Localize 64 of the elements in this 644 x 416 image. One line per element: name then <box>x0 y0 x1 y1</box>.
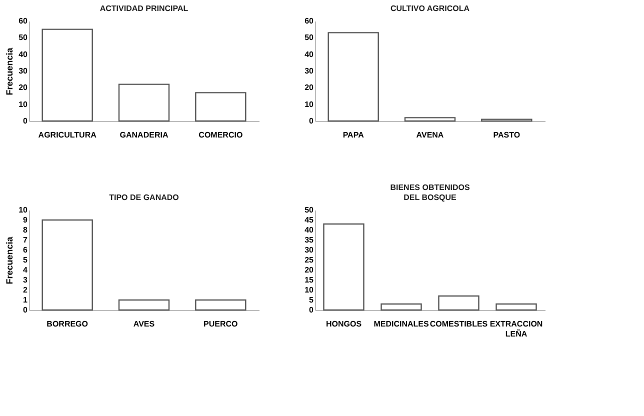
x-tick-label: AGRICULTURA <box>38 130 97 140</box>
bar <box>42 28 93 122</box>
y-tick-label: 9 <box>23 216 28 224</box>
y-tick-label: 15 <box>304 276 314 284</box>
y-tick-label: 8 <box>23 226 28 234</box>
y-tick-label: 20 <box>304 83 314 92</box>
y-tick-label: 0 <box>23 116 28 126</box>
x-tick-label: GANADERIA <box>120 130 168 140</box>
y-tick-label: 20 <box>18 83 28 92</box>
y-tick-label: 40 <box>304 226 314 234</box>
chart-title: ACTIVIDAD PRINCIPAL <box>100 4 188 13</box>
bar <box>328 32 379 122</box>
x-tick-label: COMERCIO <box>198 130 243 140</box>
y-tick-label: 35 <box>304 236 314 244</box>
x-tick-label: AVENA <box>416 130 444 140</box>
y-tick-label: 25 <box>304 256 314 264</box>
y-tick-label: 10 <box>304 286 314 294</box>
y-tick-label: 1 <box>23 296 28 304</box>
y-tick-label: 10 <box>304 100 314 109</box>
y-tick-label: 3 <box>23 276 28 284</box>
y-tick-label: 10 <box>18 100 28 109</box>
bar <box>195 92 246 122</box>
y-tick-label: 4 <box>23 266 28 274</box>
y-tick-label: 0 <box>309 116 314 126</box>
y-tick-label: 30 <box>18 66 28 76</box>
bar <box>118 84 170 122</box>
y-tick-label: 6 <box>23 246 28 254</box>
y-tick-label: 50 <box>304 33 314 42</box>
chart-title: TIPO DE GANADO <box>109 193 179 202</box>
bar <box>380 303 422 311</box>
y-tick-label: 20 <box>304 266 314 274</box>
y-tick-label: 5 <box>23 256 28 264</box>
y-tick-label: 30 <box>304 66 314 76</box>
x-tick-label: HONGOS <box>326 320 362 328</box>
y-tick-label: 45 <box>304 216 314 224</box>
x-tick-label: PUERCO <box>204 320 238 328</box>
y-axis-title: Frecuencia <box>4 46 15 96</box>
y-tick-label: 60 <box>304 16 314 26</box>
x-tick-label: EXTRACCION LEÑA <box>490 320 543 338</box>
bar <box>323 223 364 311</box>
y-tick-label: 50 <box>18 33 28 42</box>
y-tick-label: 5 <box>309 296 314 304</box>
y-tick-label: 40 <box>304 50 314 59</box>
x-tick-label: COMESTIBLES <box>430 320 488 328</box>
y-tick-label: 60 <box>18 16 28 26</box>
chart-title: BIENES OBTENIDOS DEL BOSQUE <box>390 183 470 202</box>
x-tick-label: PASTO <box>493 130 520 140</box>
y-axis-title: Frecuencia <box>4 236 15 284</box>
y-tick-label: 0 <box>309 306 314 314</box>
bar <box>438 295 480 311</box>
y-tick-label: 30 <box>304 246 314 254</box>
x-tick-label: MEDICINALES <box>374 320 430 328</box>
bar <box>496 303 537 311</box>
x-tick-label: BORREGO <box>46 320 88 328</box>
y-tick-label: 10 <box>18 206 28 214</box>
y-tick-label: 40 <box>18 50 28 59</box>
x-tick-label: PAPA <box>342 130 364 140</box>
y-tick-label: 0 <box>23 306 28 314</box>
x-tick-label: AVES <box>133 320 156 328</box>
y-tick-label: 2 <box>23 286 28 294</box>
chart-title: CULTIVO AGRICOLA <box>390 4 470 13</box>
y-tick-label: 7 <box>23 236 28 244</box>
bar <box>404 117 456 122</box>
y-tick-label: 50 <box>304 206 314 214</box>
